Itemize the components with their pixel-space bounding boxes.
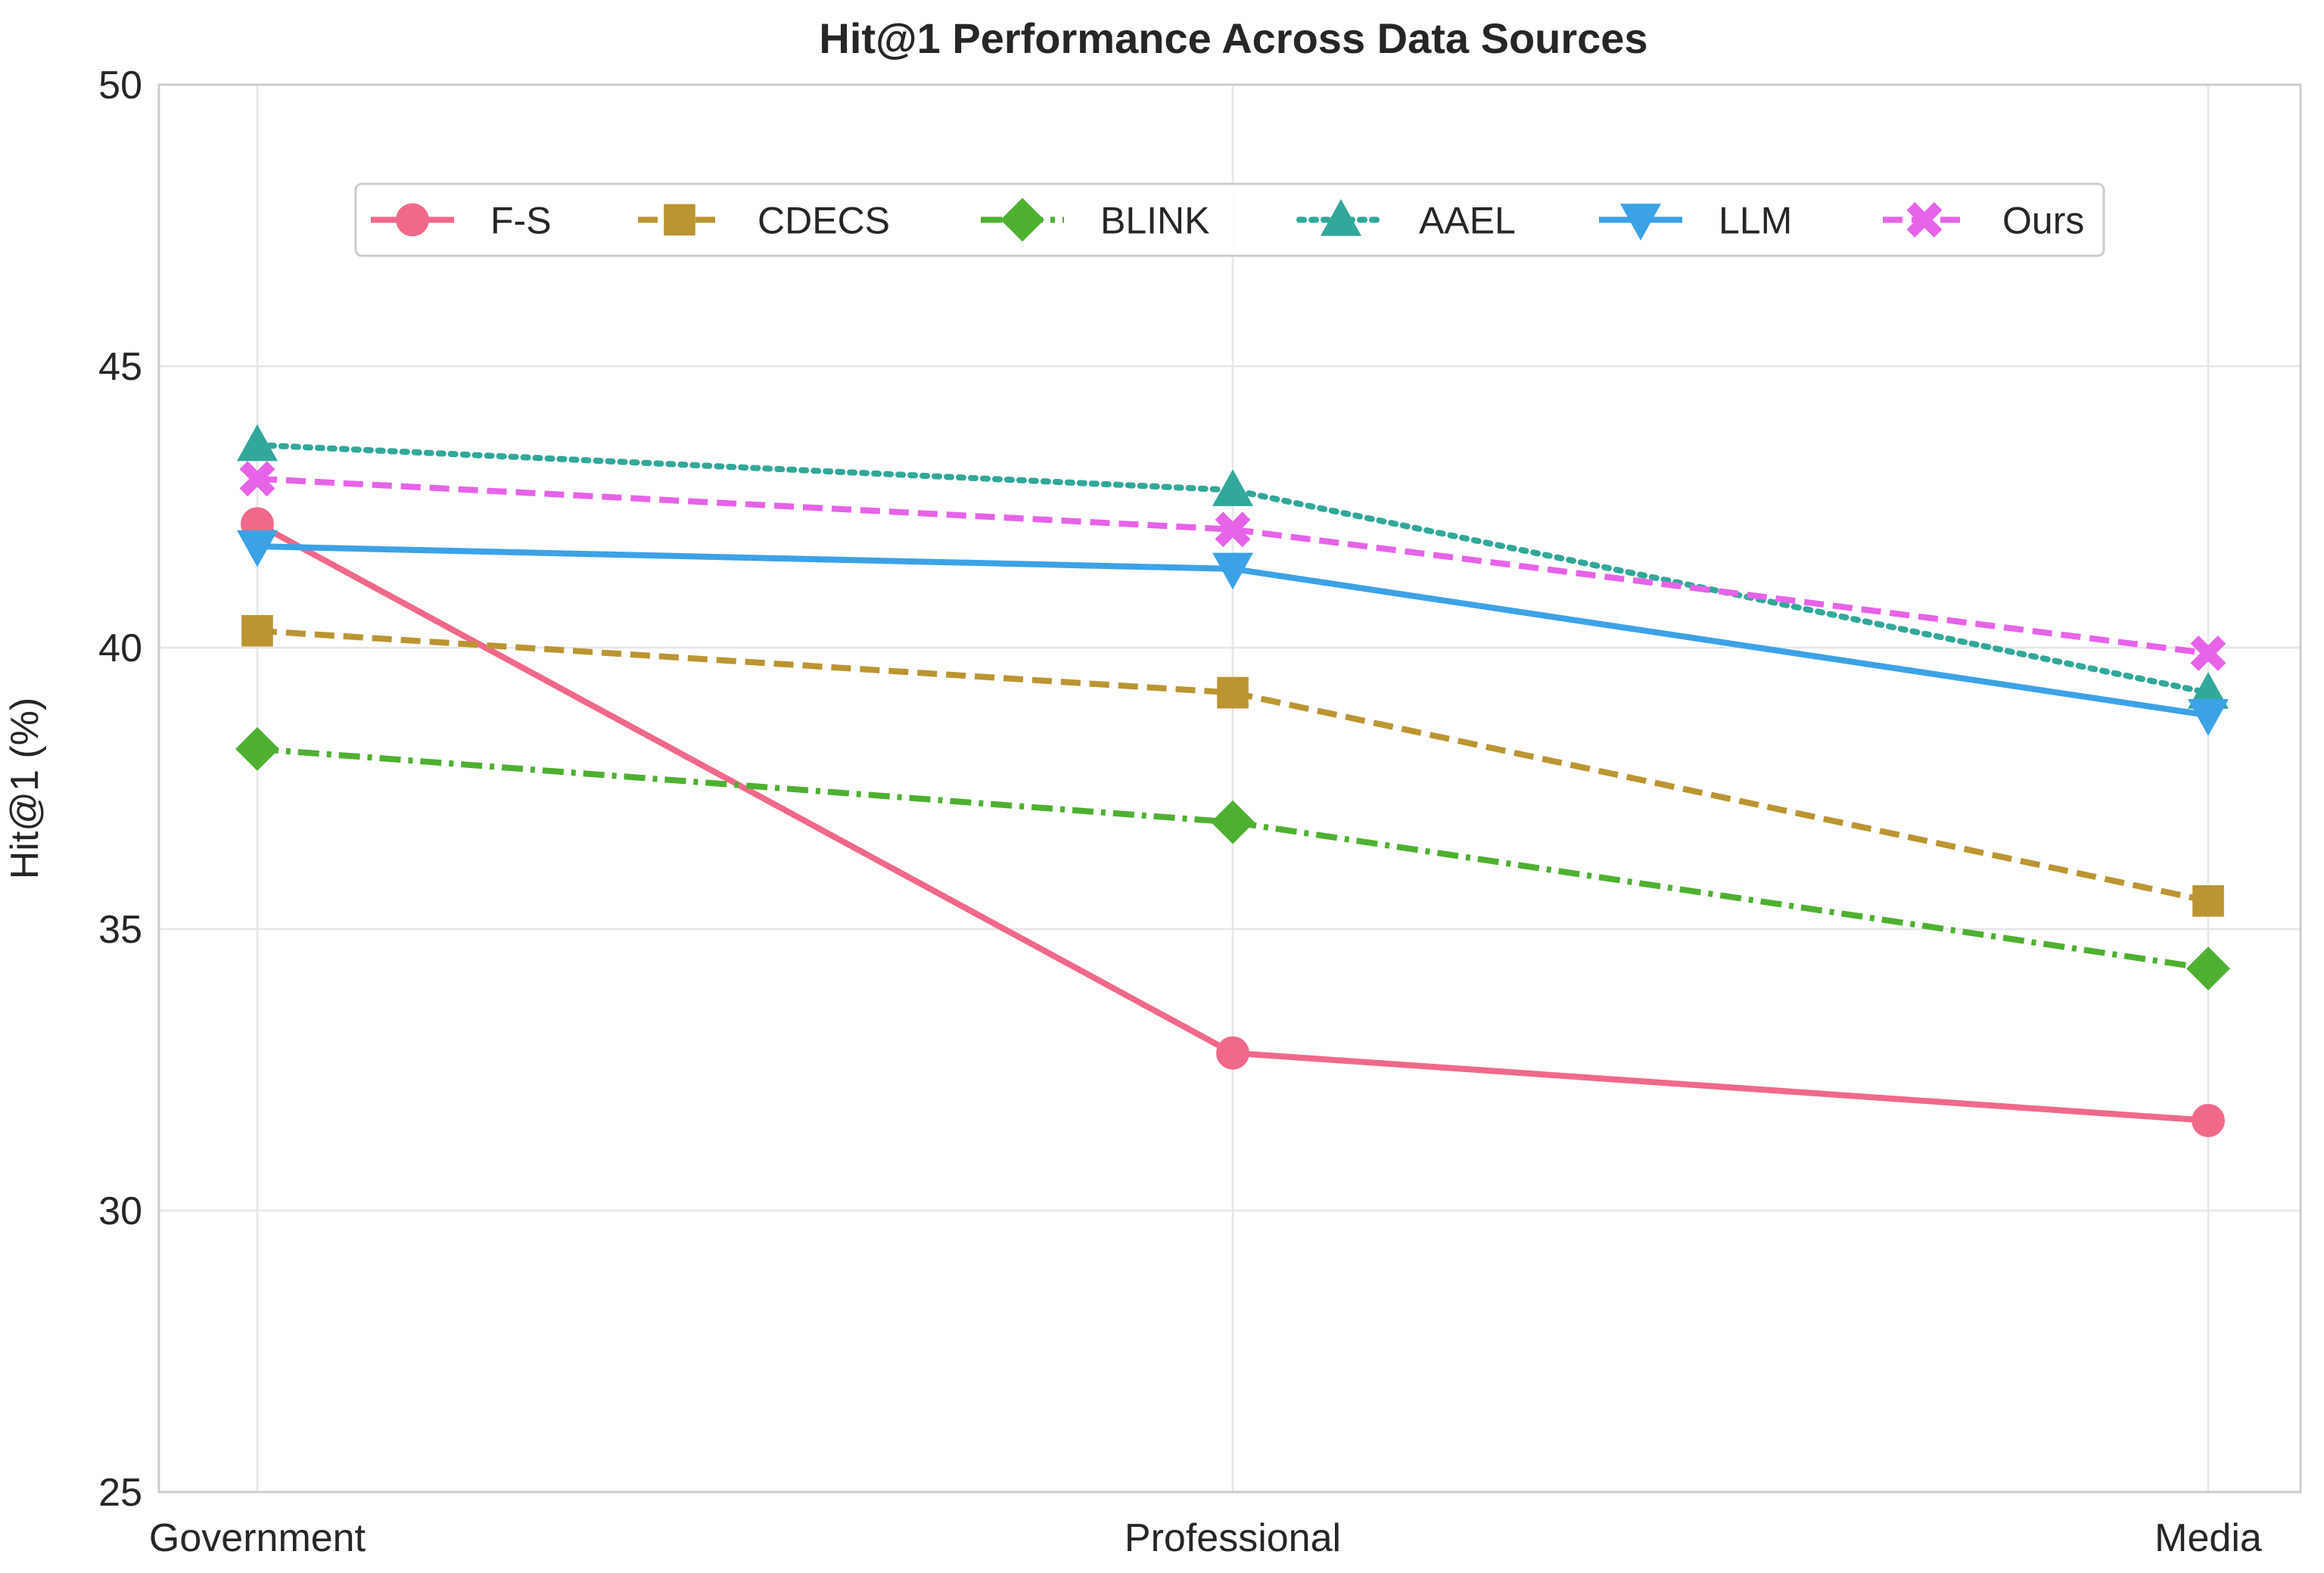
data-point [1217,676,1249,709]
x-tick-label: Professional [1125,1516,1341,1560]
series-line [257,475,2209,657]
legend-item: CDECS [638,200,890,242]
series-blink [235,727,2230,990]
legend-label: AAEL [1419,200,1516,242]
y-tick-label: 25 [98,1471,142,1515]
legend-marker [664,204,695,236]
data-point [241,614,273,647]
legend-marker [1620,204,1661,241]
legend-item: Ours [1883,200,2084,242]
legend-frame [354,182,2105,257]
legend-item: LLM [1599,200,1792,242]
legend-label: CDECS [758,200,890,242]
x-tick-label: Media [2154,1516,2262,1560]
x-tick-label: Government [149,1516,366,1560]
data-point [2188,699,2229,736]
legend-marker [1906,202,1943,238]
series-line [257,745,2209,972]
legend-marker [1000,197,1044,242]
legend-item: BLINK [981,197,1210,242]
data-point [1212,469,1253,506]
series-layer [235,424,2230,1137]
legend-label: LLM [1719,200,1792,242]
data-point [2192,885,2224,917]
series-line [257,627,2209,904]
data-point [2190,636,2226,671]
grid-lines [159,83,2301,1494]
y-tick-label: 30 [98,1189,142,1233]
series-llm [237,530,2229,736]
data-point [237,530,278,567]
y-tick-label: 45 [98,345,142,389]
legend-item: F-S [371,200,552,242]
chart-title: Hit@1 Performance Across Data Sources [819,14,1647,62]
data-point [237,424,278,462]
legend-marker [396,203,429,237]
series-ours [239,461,2226,671]
series-line [254,442,2211,696]
y-axis-ticks: 25 30 35 40 45 50 [98,64,142,1515]
data-point [239,461,275,497]
data-point [1215,511,1251,548]
data-point [1212,552,1253,590]
y-axis-label: Hit@1 (%) [3,698,47,880]
y-tick-label: 50 [98,64,142,107]
x-axis-ticks: Government Professional Media [149,1516,2262,1560]
y-tick-label: 35 [98,908,142,952]
legend-item: AAEL [1296,199,1516,242]
plot-frame [157,83,2302,1494]
y-tick-label: 40 [98,626,142,670]
legend-marker [1321,199,1361,236]
legend-label: BLINK [1100,200,1210,242]
data-point [235,727,279,771]
data-point [1216,1036,1249,1070]
legend-label: F-S [490,200,552,242]
data-point [2186,947,2230,990]
series-cdecs [241,614,2224,917]
legend: F-S CDECS BLINK AAEL LLM Ours [354,182,2105,257]
data-point [1211,800,1255,844]
legend-label: Ours [2002,200,2084,242]
data-point [2192,1104,2225,1137]
